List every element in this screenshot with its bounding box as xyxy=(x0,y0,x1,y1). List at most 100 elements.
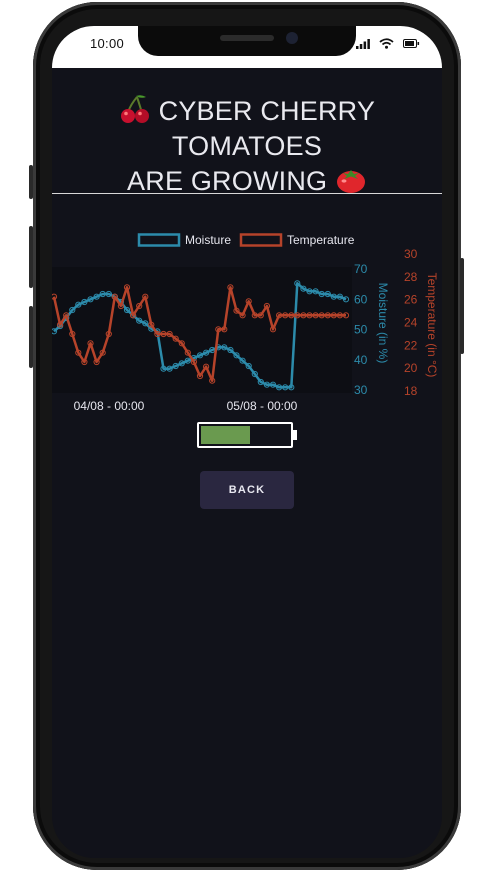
data-point-temperature[interactable] xyxy=(330,312,337,319)
data-point-moisture[interactable] xyxy=(330,293,337,300)
data-point-temperature[interactable] xyxy=(136,302,143,310)
data-point-temperature[interactable] xyxy=(166,330,173,338)
data-point-moisture[interactable] xyxy=(160,365,167,372)
data-point-temperature[interactable] xyxy=(75,349,82,356)
data-point-moisture[interactable] xyxy=(263,381,270,388)
data-point-temperature[interactable] xyxy=(154,330,161,338)
data-point-moisture[interactable] xyxy=(251,370,258,378)
data-point-temperature[interactable] xyxy=(318,312,325,319)
data-point-moisture[interactable] xyxy=(69,306,76,314)
data-point-temperature[interactable] xyxy=(336,312,343,319)
data-point-temperature[interactable] xyxy=(117,302,125,310)
data-point-moisture[interactable] xyxy=(166,365,173,372)
data-point-temperature[interactable] xyxy=(221,326,228,333)
data-point-temperature[interactable] xyxy=(306,312,313,319)
data-point-moisture[interactable] xyxy=(282,384,289,391)
data-point-moisture[interactable] xyxy=(123,306,131,314)
data-point-temperature[interactable] xyxy=(63,312,70,319)
data-point-temperature[interactable] xyxy=(81,358,88,366)
data-point-temperature[interactable] xyxy=(288,312,295,319)
data-point-temperature[interactable] xyxy=(245,298,252,305)
power-button xyxy=(460,258,464,354)
data-point-moisture[interactable] xyxy=(184,357,191,364)
data-point-temperature[interactable] xyxy=(276,312,283,319)
temperature-tick-label: 22 xyxy=(404,338,418,352)
data-point-moisture[interactable] xyxy=(87,296,94,303)
chart-legend[interactable]: Moisture Temperature xyxy=(137,233,355,247)
data-point-temperature[interactable] xyxy=(142,293,149,300)
data-point-temperature[interactable] xyxy=(105,330,112,338)
data-point-temperature[interactable] xyxy=(263,302,270,310)
data-point-temperature[interactable] xyxy=(57,321,64,328)
data-point-moisture[interactable] xyxy=(221,344,228,351)
data-point-temperature[interactable] xyxy=(269,326,277,333)
data-point-temperature[interactable] xyxy=(203,363,210,370)
data-point-moisture[interactable] xyxy=(136,317,143,324)
data-point-temperature[interactable] xyxy=(148,321,155,328)
data-point-temperature[interactable] xyxy=(99,349,106,356)
data-point-moisture[interactable] xyxy=(336,293,343,300)
data-point-temperature[interactable] xyxy=(178,340,185,347)
data-point-temperature[interactable] xyxy=(233,307,240,314)
temperature-tick-label: 26 xyxy=(404,293,418,307)
data-point-temperature[interactable] xyxy=(172,335,179,342)
data-point-moisture[interactable] xyxy=(233,352,240,359)
moisture-tick-label: 30 xyxy=(354,383,368,397)
data-point-temperature[interactable] xyxy=(251,312,258,319)
data-point-temperature[interactable] xyxy=(227,284,234,291)
data-point-moisture[interactable] xyxy=(105,290,112,298)
data-point-temperature[interactable] xyxy=(282,312,289,319)
data-point-moisture[interactable] xyxy=(52,328,58,335)
data-point-temperature[interactable] xyxy=(190,358,197,366)
legend-label-moisture[interactable]: Moisture xyxy=(185,233,231,247)
data-point-temperature[interactable] xyxy=(130,312,137,319)
data-point-moisture[interactable] xyxy=(142,320,149,327)
data-point-moisture[interactable] xyxy=(203,349,210,356)
data-point-temperature[interactable] xyxy=(111,293,118,300)
data-point-moisture[interactable] xyxy=(81,298,88,306)
temperature-tick-label: 28 xyxy=(404,270,418,284)
data-point-temperature[interactable] xyxy=(123,284,131,291)
data-point-moisture[interactable] xyxy=(245,362,252,370)
data-point-temperature[interactable] xyxy=(52,293,58,300)
data-point-temperature[interactable] xyxy=(87,340,94,347)
data-point-temperature[interactable] xyxy=(257,312,264,319)
data-point-moisture[interactable] xyxy=(178,360,185,367)
data-point-moisture[interactable] xyxy=(227,346,234,354)
data-point-moisture[interactable] xyxy=(342,296,350,303)
data-point-moisture[interactable] xyxy=(276,384,283,391)
data-point-temperature[interactable] xyxy=(215,326,222,333)
data-point-temperature[interactable] xyxy=(69,330,76,338)
data-point-moisture[interactable] xyxy=(306,288,313,295)
data-point-temperature[interactable] xyxy=(300,312,307,319)
data-point-temperature[interactable] xyxy=(184,349,191,356)
data-point-temperature[interactable] xyxy=(160,330,167,338)
data-point-temperature[interactable] xyxy=(209,377,216,384)
battery-status-icon xyxy=(403,39,420,48)
legend-label-temperature[interactable]: Temperature xyxy=(287,233,355,247)
data-point-temperature[interactable] xyxy=(342,312,350,319)
data-point-temperature[interactable] xyxy=(294,312,301,319)
data-point-moisture[interactable] xyxy=(300,285,307,292)
data-point-temperature[interactable] xyxy=(312,312,319,319)
data-point-moisture[interactable] xyxy=(288,384,295,391)
data-point-moisture[interactable] xyxy=(196,352,204,359)
data-point-moisture[interactable] xyxy=(312,288,319,295)
battery-indicator xyxy=(197,422,293,448)
data-point-temperature[interactable] xyxy=(93,358,100,366)
data-point-moisture[interactable] xyxy=(99,290,106,298)
data-point-moisture[interactable] xyxy=(324,290,331,298)
data-point-temperature[interactable] xyxy=(324,312,331,319)
data-point-moisture[interactable] xyxy=(93,293,100,300)
data-point-temperature[interactable] xyxy=(239,312,246,319)
data-point-moisture[interactable] xyxy=(239,357,246,364)
data-point-moisture[interactable] xyxy=(294,280,301,287)
data-point-moisture[interactable] xyxy=(172,362,179,370)
data-point-moisture[interactable] xyxy=(318,290,325,298)
data-point-temperature[interactable] xyxy=(196,372,204,380)
battery-tip xyxy=(293,430,297,440)
data-point-moisture[interactable] xyxy=(269,381,277,388)
data-point-moisture[interactable] xyxy=(257,378,264,386)
data-point-moisture[interactable] xyxy=(75,301,82,308)
back-button[interactable]: BACK xyxy=(200,471,294,509)
